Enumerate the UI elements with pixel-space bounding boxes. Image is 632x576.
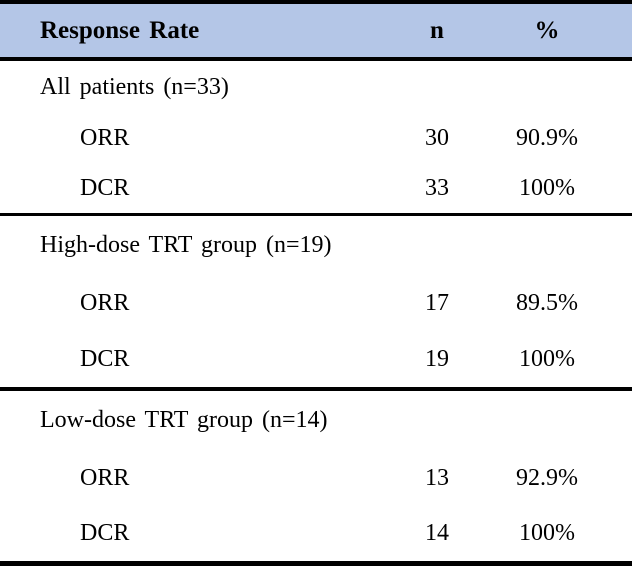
row-label: ORR	[80, 464, 130, 491]
cell-percent: 90.9%	[516, 125, 578, 152]
row-label: DCR	[80, 519, 130, 546]
section-label-row: High-dose TRT group (n=19)	[0, 216, 632, 276]
row-label: ORR	[80, 125, 130, 152]
row-label: DCR	[80, 174, 130, 201]
section-label: High-dose TRT group (n=19)	[40, 232, 332, 259]
table-row: ORR 30 90.9%	[0, 114, 632, 163]
cell-n: 14	[425, 519, 449, 546]
header-col-percent: %	[534, 16, 560, 44]
table-row: DCR 14 100%	[0, 506, 632, 561]
table-row: ORR 13 92.9%	[0, 451, 632, 506]
cell-n: 13	[425, 464, 449, 491]
cell-percent: 92.9%	[516, 464, 578, 491]
section-label-row: Low-dose TRT group (n=14)	[0, 391, 632, 451]
section-low-dose: Low-dose TRT group (n=14) ORR 13 92.9% D…	[0, 391, 632, 566]
section-all-patients: All patients (n=33) ORR 30 90.9% DCR 33 …	[0, 61, 632, 216]
cell-percent: 100%	[519, 519, 575, 546]
cell-n: 17	[425, 290, 449, 317]
table-row: DCR 19 100%	[0, 331, 632, 387]
cell-n: 33	[425, 174, 449, 201]
header-col-n: n	[430, 16, 444, 44]
cell-n: 30	[425, 125, 449, 152]
cell-percent: 89.5%	[516, 290, 578, 317]
row-label: ORR	[80, 290, 130, 317]
row-label: DCR	[80, 345, 130, 372]
cell-n: 19	[425, 345, 449, 372]
table-row: ORR 17 89.5%	[0, 276, 632, 332]
cell-percent: 100%	[519, 345, 575, 372]
section-label: Low-dose TRT group (n=14)	[40, 407, 328, 434]
header-response-rate: Response Rate	[40, 16, 200, 44]
section-label: All patients (n=33)	[40, 74, 229, 101]
table-row: DCR 33 100%	[0, 164, 632, 213]
section-high-dose: High-dose TRT group (n=19) ORR 17 89.5% …	[0, 216, 632, 391]
table-header-row: Response Rate n %	[0, 4, 632, 61]
section-label-row: All patients (n=33)	[0, 61, 632, 114]
cell-percent: 100%	[519, 174, 575, 201]
